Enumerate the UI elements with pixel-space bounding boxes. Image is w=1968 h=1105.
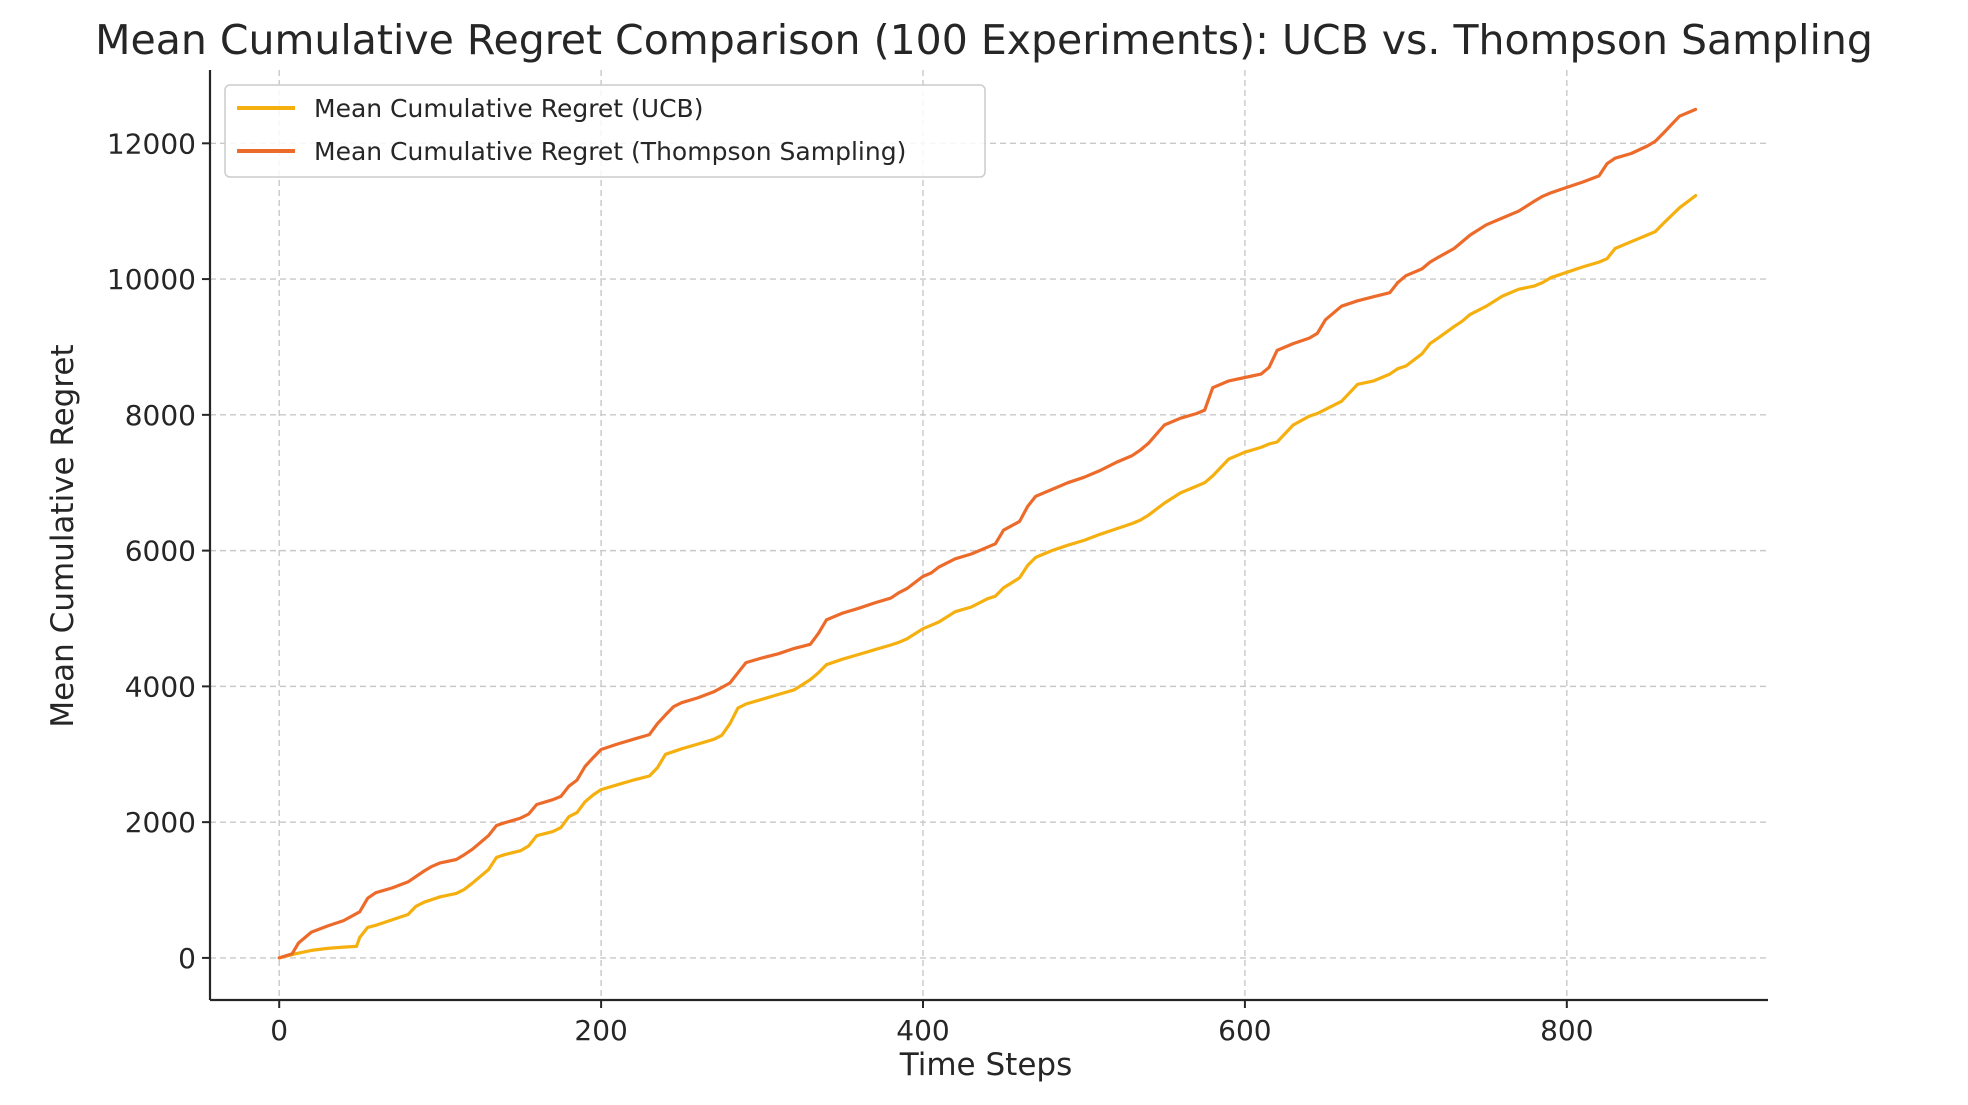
- y-tick-label: 4000: [125, 670, 196, 703]
- y-tick-label: 2000: [125, 806, 196, 839]
- y-tick-label: 8000: [125, 399, 196, 432]
- series-line-thompson: [277, 107, 1698, 960]
- y-tick-label: 10000: [107, 263, 196, 296]
- y-tick-label: 12000: [107, 127, 196, 160]
- x-tick-label: 600: [1218, 1014, 1271, 1047]
- y-axis-title: Mean Cumulative Regret: [45, 344, 81, 727]
- chart-title: Mean Cumulative Regret Comparison (100 E…: [95, 16, 1873, 64]
- legend-box: [224, 84, 986, 178]
- series-line-ucb: [277, 194, 1698, 960]
- grid-layer: [210, 70, 1768, 1000]
- series-layer: [277, 107, 1698, 960]
- legend-label-ucb: Mean Cumulative Regret (UCB): [314, 94, 703, 123]
- legend: Mean Cumulative Regret (UCB) Mean Cumula…: [224, 84, 986, 178]
- y-tick-label: 6000: [125, 535, 196, 568]
- x-tick-label: 200: [574, 1014, 627, 1047]
- x-tick-label: 0: [270, 1014, 288, 1047]
- y-tick-label: 0: [178, 942, 196, 975]
- x-tick-label: 400: [896, 1014, 949, 1047]
- x-tick-label: 800: [1540, 1014, 1593, 1047]
- legend-label-thompson: Mean Cumulative Regret (Thompson Samplin…: [314, 137, 906, 166]
- x-axis-title: Time Steps: [899, 1047, 1072, 1083]
